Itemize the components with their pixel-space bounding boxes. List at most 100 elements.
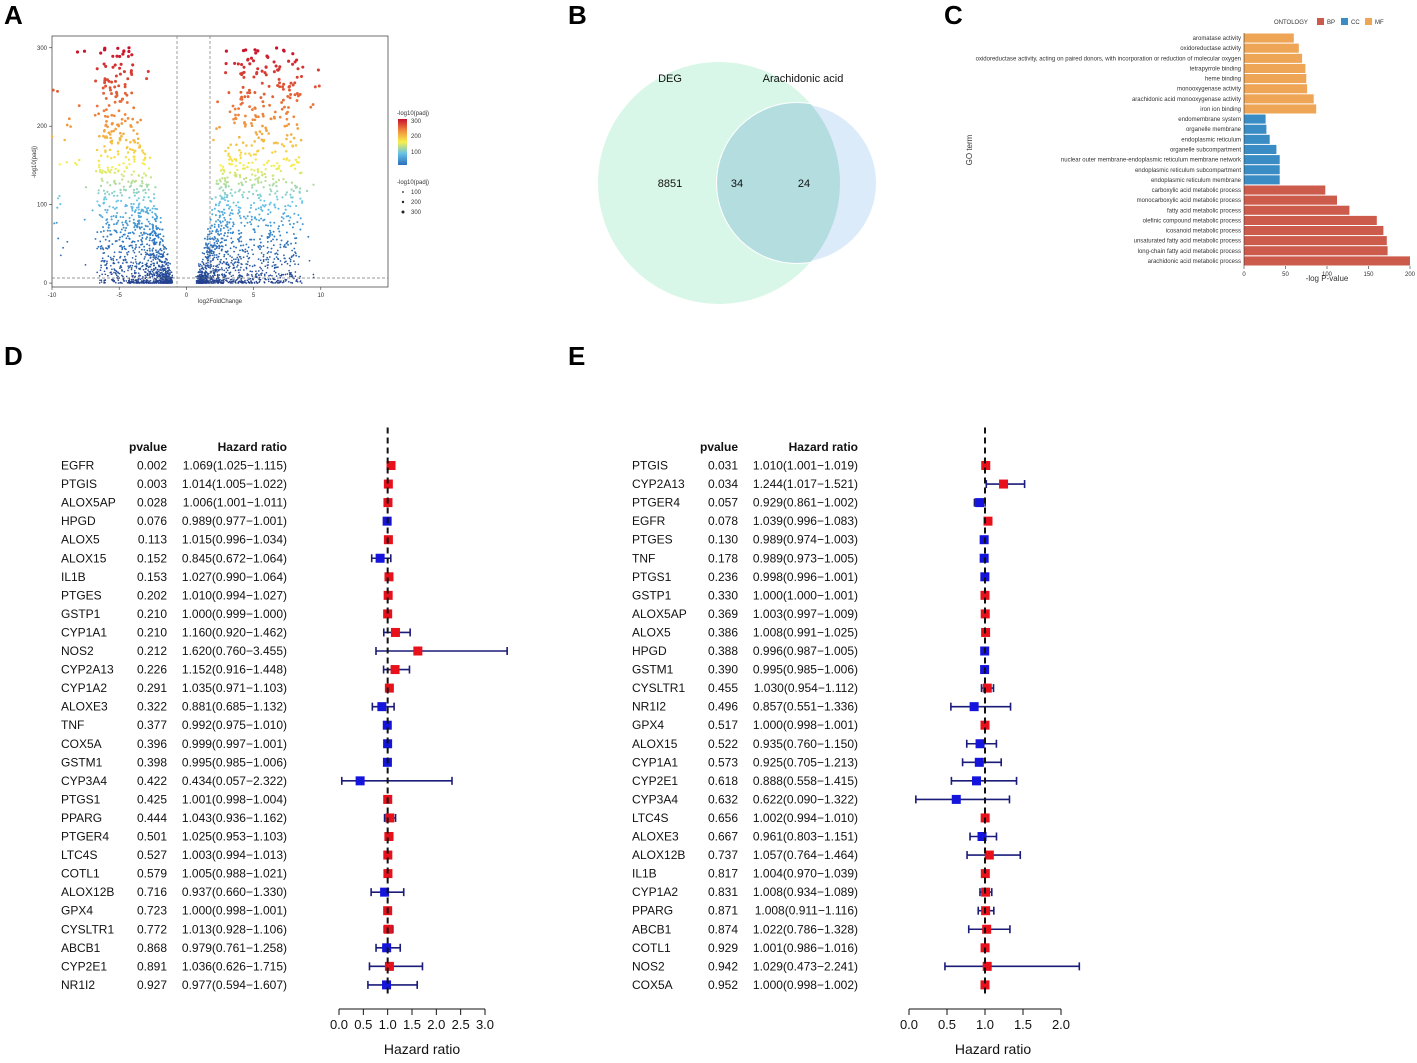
volcano-point: [239, 97, 243, 101]
volcano-point: [238, 188, 242, 191]
volcano-point: [259, 195, 262, 198]
volcano-point: [245, 176, 248, 180]
volcano-point: [99, 240, 102, 243]
volcano-point: [141, 162, 145, 165]
volcano-point: [146, 272, 149, 275]
volcano-point: [113, 190, 116, 193]
volcano-point: [267, 213, 270, 216]
volcano-point: [246, 165, 249, 169]
volcano-point: [213, 207, 216, 210]
volcano-point: [165, 268, 167, 270]
volcano-point: [128, 266, 131, 268]
forest-gene-label: LTC4S: [61, 848, 97, 862]
volcano-point: [221, 197, 224, 200]
volcano-point: [218, 125, 221, 129]
volcano-point: [250, 273, 253, 276]
volcano-point: [295, 92, 299, 95]
volcano-point: [274, 206, 277, 209]
volcano-point: [265, 161, 269, 165]
forest-pvalue: 0.632: [708, 792, 738, 806]
volcano-point: [159, 268, 162, 271]
volcano-point: [130, 267, 133, 269]
forest-point: [980, 572, 990, 582]
volcano-point: [134, 224, 137, 227]
volcano-point: [210, 224, 213, 227]
volcano-point: [105, 222, 108, 225]
forest-gene-label: PPARG: [61, 811, 102, 825]
volcano-point: [99, 279, 101, 282]
volcano-point: [156, 280, 159, 283]
volcano-point: [263, 274, 266, 277]
volcano-point: [237, 182, 240, 185]
panel-label-e: E: [568, 341, 585, 371]
volcano-point: [63, 138, 66, 142]
volcano-point: [165, 274, 168, 277]
volcano-point: [238, 175, 242, 179]
volcano-point: [110, 215, 113, 218]
volcano-point: [144, 232, 147, 235]
volcano-point: [95, 104, 99, 108]
volcano-point: [123, 270, 126, 273]
volcano-xtick-label: 0: [185, 293, 189, 299]
go-bar: [1244, 144, 1277, 154]
volcano-point: [135, 261, 137, 263]
forest-pvalue: 0.057: [708, 496, 738, 510]
volcano-point: [214, 237, 217, 240]
volcano-point: [203, 252, 206, 255]
volcano-point: [218, 245, 221, 248]
volcano-point: [249, 56, 254, 60]
volcano-point: [292, 189, 295, 193]
volcano-point: [232, 274, 234, 277]
volcano-point: [162, 235, 165, 238]
volcano-point: [110, 218, 113, 221]
forest-gene-label: ALOX5AP: [632, 607, 687, 621]
volcano-point: [255, 218, 258, 221]
go-xtick-label: 100: [1322, 272, 1333, 278]
forest-hr-text: 0.622(0.090−1.322): [753, 792, 858, 806]
volcano-point: [237, 107, 240, 110]
volcano-point: [139, 184, 142, 187]
volcano-point: [106, 125, 109, 129]
volcano-point: [214, 248, 216, 251]
volcano-xtick-label: -5: [117, 293, 123, 299]
volcano-point: [160, 249, 163, 252]
forest-pvalue: 0.422: [137, 774, 167, 788]
volcano-point: [119, 264, 122, 267]
go-term-label: iron ion binding: [1200, 107, 1241, 113]
volcano-point: [257, 115, 260, 119]
volcano-point: [207, 242, 210, 245]
forest-pvalue: 0.868: [137, 941, 167, 955]
volcano-point: [158, 255, 160, 258]
volcano-point: [211, 246, 214, 249]
volcano-point: [262, 92, 266, 96]
volcano-point: [238, 135, 241, 139]
volcano-point: [126, 54, 130, 58]
volcano-point: [266, 252, 269, 255]
volcano-point: [147, 167, 151, 170]
volcano-point: [269, 117, 273, 121]
forest-hr-text: 1.043(0.936−1.162): [182, 811, 287, 825]
volcano-point: [223, 182, 226, 186]
volcano-point: [233, 250, 236, 253]
forest-pvalue: 0.330: [708, 588, 738, 602]
volcano-point: [256, 171, 260, 174]
volcano-point: [127, 269, 129, 272]
volcano-point: [161, 266, 164, 268]
volcano-point: [264, 265, 267, 268]
volcano-point: [211, 237, 214, 240]
volcano-point: [295, 204, 298, 208]
volcano-point: [146, 262, 148, 265]
forest-pvalue: 0.226: [137, 663, 167, 677]
volcano-point: [98, 275, 101, 277]
volcano-point: [282, 217, 285, 220]
volcano-point: [289, 272, 292, 275]
volcano-point: [289, 193, 292, 196]
volcano-point: [153, 257, 156, 259]
volcano-point: [159, 248, 161, 251]
volcano-point: [150, 273, 153, 275]
volcano-point: [132, 202, 135, 206]
volcano-point: [121, 52, 125, 56]
volcano-point: [235, 175, 238, 178]
volcano-point: [114, 95, 118, 99]
